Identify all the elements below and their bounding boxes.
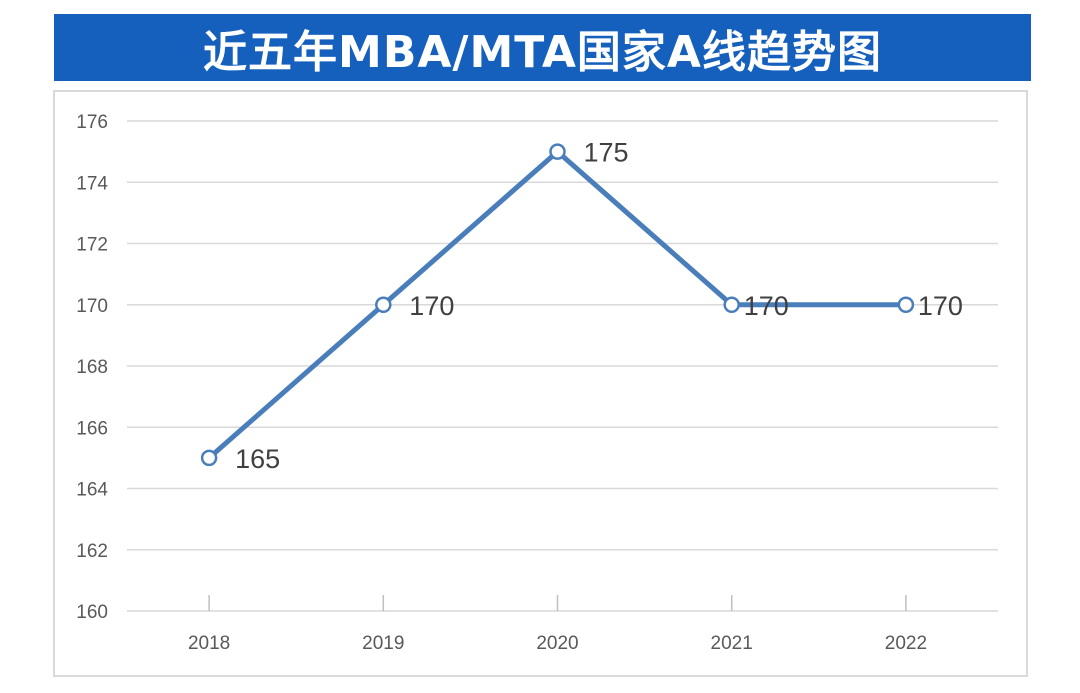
y-tick-label: 162 [76, 541, 108, 562]
y-tick-label: 174 [76, 173, 108, 194]
chart-frame [53, 90, 1028, 677]
x-tick-label: 2019 [362, 633, 404, 654]
y-tick-label: 166 [76, 418, 108, 439]
y-tick-label: 172 [76, 235, 108, 256]
y-tick-label: 164 [76, 480, 108, 501]
data-point [897, 296, 915, 313]
x-tick-label: 2022 [885, 633, 927, 654]
x-tick-label: 2020 [536, 633, 578, 654]
data-point [723, 296, 740, 313]
y-tick-label: 168 [76, 357, 108, 378]
data-label: 170 [744, 291, 789, 321]
data-point [375, 296, 392, 313]
y-tick-label: 160 [76, 602, 108, 623]
chart-title: 近五年MBA/MTA国家A线趋势图 [54, 14, 1031, 81]
data-point [200, 449, 218, 467]
data-label: 175 [584, 138, 629, 168]
x-tick-label: 2018 [188, 633, 230, 654]
y-tick-label: 176 [76, 112, 108, 133]
data-point [549, 143, 566, 160]
data-label: 165 [235, 444, 280, 474]
x-tick-label: 2021 [711, 633, 753, 654]
y-tick-label: 170 [76, 296, 108, 317]
data-label: 170 [409, 291, 454, 321]
data-label: 170 [918, 291, 963, 321]
